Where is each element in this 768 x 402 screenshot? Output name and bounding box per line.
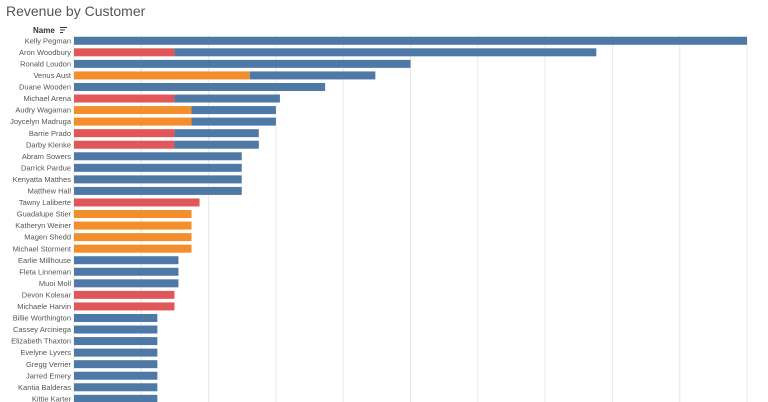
bar-segment[interactable] xyxy=(74,313,158,322)
bar-segment[interactable] xyxy=(74,267,179,276)
row-label: Kenyatta Matthes xyxy=(13,175,72,184)
bar-segment[interactable] xyxy=(174,48,597,57)
bar-segment[interactable] xyxy=(74,36,747,45)
row-label: Audry Wagaman xyxy=(15,106,71,115)
row-label: Barrie Prado xyxy=(29,129,71,138)
row-label: Katheryn Weiner xyxy=(15,221,71,230)
row-label: Jarred Emery xyxy=(26,371,71,380)
row-label: Fleta Linneman xyxy=(19,267,71,276)
bar-segment[interactable] xyxy=(74,163,242,172)
bar-segment[interactable] xyxy=(74,210,192,219)
row-label: Darby Klenke xyxy=(26,140,71,149)
bar-segment[interactable] xyxy=(74,383,158,392)
bar-segment[interactable] xyxy=(74,233,192,242)
row-label: Devon Kolesar xyxy=(22,290,72,299)
bar-segment[interactable] xyxy=(74,94,175,103)
row-label: Michael Storment xyxy=(13,244,72,253)
row-label: Kittie Karter xyxy=(32,394,72,402)
name-header-label: Name xyxy=(33,26,55,35)
row-label: Matthew Hall xyxy=(28,187,72,196)
row-label: Muoi Moll xyxy=(39,279,71,288)
row-label: Cassey Arciniega xyxy=(13,325,72,334)
row-label: Earlie Millhouse xyxy=(18,256,71,265)
row-label: Joycelyn Madruga xyxy=(10,117,72,126)
bar-segment[interactable] xyxy=(191,106,276,115)
bar-segment[interactable] xyxy=(74,394,158,402)
bar-segment[interactable] xyxy=(74,360,158,369)
bar-segment[interactable] xyxy=(74,106,192,115)
row-label: Kantia Balderas xyxy=(18,383,71,392)
bar-segment[interactable] xyxy=(74,221,192,230)
row-label: Duane Wooden xyxy=(19,83,71,92)
row-label: Michael Arena xyxy=(23,94,71,103)
bar-segment[interactable] xyxy=(74,59,411,68)
bar-segment[interactable] xyxy=(74,82,326,91)
row-label: Kelly Pegman xyxy=(25,36,71,45)
bar-segment[interactable] xyxy=(191,117,276,126)
bar-segment[interactable] xyxy=(74,186,242,195)
bar-segment[interactable] xyxy=(74,348,158,357)
bar-segment[interactable] xyxy=(74,152,242,161)
bar-segment[interactable] xyxy=(74,371,158,380)
bar-segment[interactable] xyxy=(74,325,158,334)
bar-segment[interactable] xyxy=(74,48,175,57)
row-label: Billie Worthington xyxy=(13,314,71,323)
bar-segment[interactable] xyxy=(74,279,179,288)
row-label: Gregg Verrier xyxy=(26,360,72,369)
bar-segment[interactable] xyxy=(174,140,259,149)
row-label: Abram Sowers xyxy=(22,152,71,161)
row-label: Venus Aust xyxy=(33,71,71,80)
row-label: Guadalupe Stier xyxy=(17,210,72,219)
bar-segment[interactable] xyxy=(74,302,175,311)
bar-segment[interactable] xyxy=(74,71,250,80)
bar-segment[interactable] xyxy=(74,117,192,126)
bar-segment[interactable] xyxy=(74,244,192,253)
bar-segment[interactable] xyxy=(249,71,376,80)
bar-segment[interactable] xyxy=(74,256,179,265)
row-label: Evelyne Lyvers xyxy=(20,348,71,357)
name-column-header[interactable]: Name xyxy=(33,26,68,35)
bar-segment[interactable] xyxy=(74,129,175,138)
bar-segment[interactable] xyxy=(174,129,259,138)
sort-descending-icon[interactable] xyxy=(60,26,68,35)
row-label: Ronald Loudon xyxy=(20,59,71,68)
row-label: Aron Woodbury xyxy=(19,48,71,57)
chart-title: Revenue by Customer xyxy=(6,3,146,19)
bar-segment[interactable] xyxy=(74,198,200,207)
row-label: Tawny Laliberte xyxy=(19,198,71,207)
row-label: Elizabeth Thaxton xyxy=(11,337,71,346)
row-label: Michaele Harvin xyxy=(17,302,71,311)
row-label: Darrick Pardue xyxy=(21,163,71,172)
row-label: Magen Shedd xyxy=(24,233,71,242)
bar-segment[interactable] xyxy=(174,94,280,103)
bar-segment[interactable] xyxy=(74,175,242,184)
bar-segment[interactable] xyxy=(74,140,175,149)
bar-segment[interactable] xyxy=(74,337,158,346)
bar-segment[interactable] xyxy=(74,290,175,299)
